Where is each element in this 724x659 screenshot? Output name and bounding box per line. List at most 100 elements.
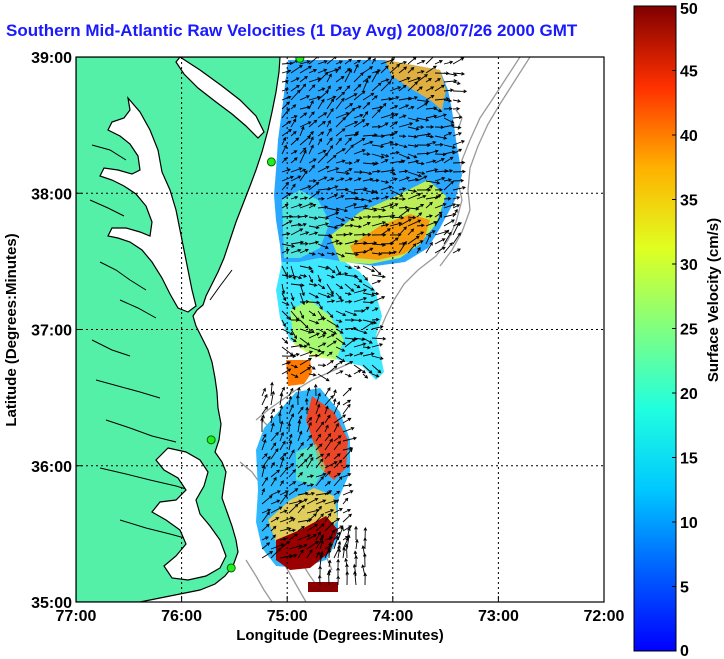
velocity-arrow: [299, 283, 305, 297]
velocity-arrow: [324, 509, 335, 514]
velocity-arrow: [371, 295, 386, 303]
velocity-arrow: [434, 97, 450, 101]
velocity-vectors: [260, 57, 468, 586]
velocity-arrow: [315, 551, 320, 559]
velocity-arrow: [380, 102, 387, 110]
velocity-arrow: [416, 171, 426, 175]
velocity-arrow: [443, 88, 454, 93]
velocity-arrow: [290, 64, 303, 74]
velocity-arrow: [317, 98, 325, 110]
velocity-arrow: [261, 536, 269, 541]
velocity-arrow: [452, 148, 463, 155]
velocity-arrow: [288, 395, 293, 406]
velocity-arrow: [299, 112, 308, 119]
velocity-arrow: [380, 122, 389, 128]
velocity-arrow: [288, 544, 303, 550]
velocity-arrow: [270, 517, 280, 523]
velocity-arrow: [371, 336, 387, 341]
velocity-arrow: [326, 167, 340, 173]
velocity-arrow: [407, 206, 420, 211]
velocity-arrow: [353, 288, 368, 294]
velocity-arrow: [398, 144, 408, 149]
velocity-arrow: [407, 215, 417, 220]
velocity-arrow: [281, 319, 286, 328]
velocity-arrow: [342, 490, 354, 496]
velocity-arrow: [333, 453, 341, 460]
velocity-arrow: [342, 497, 349, 505]
velocity-arrow: [319, 539, 324, 550]
velocity-arrow: [279, 527, 292, 532]
velocity-arrow: [335, 361, 344, 366]
velocity-arrow: [353, 149, 366, 155]
velocity-arrow: [299, 337, 311, 346]
velocity-arrow: [344, 252, 360, 257]
velocity-arrow: [332, 398, 337, 406]
velocity-arrow: [281, 310, 292, 321]
velocity-arrow: [389, 130, 399, 137]
velocity-arrow: [371, 279, 382, 285]
velocity-arrow: [279, 440, 286, 451]
velocity-arrow: [299, 366, 311, 375]
velocity-arrow: [281, 192, 292, 200]
velocity-arrow: [399, 197, 406, 201]
velocity-arrow: [344, 58, 353, 65]
velocity-arrow: [308, 158, 317, 164]
velocity-arrow: [353, 342, 367, 348]
velocity-arrow: [324, 470, 331, 478]
velocity-arrow: [416, 246, 421, 254]
velocity-arrow: [353, 63, 359, 74]
velocity-arrow: [452, 208, 458, 218]
velocity-arrow: [299, 83, 307, 92]
velocity-arrow: [281, 361, 292, 366]
y-tick-label: 36:00: [31, 459, 72, 476]
velocity-arrow: [425, 233, 432, 245]
velocity-arrow: [290, 318, 300, 322]
velocity-arrow: [315, 433, 322, 442]
velocity-arrow: [279, 493, 288, 505]
colorbar: [633, 5, 677, 652]
velocity-arrow: [327, 559, 332, 568]
velocity-arrow: [326, 98, 335, 110]
velocity-arrow: [389, 63, 401, 74]
velocity-arrow: [452, 72, 466, 76]
velocity-arrow: [297, 504, 305, 514]
velocity-arrow: [299, 65, 313, 74]
velocity-arrow: [389, 196, 400, 201]
velocity-arrow: [317, 292, 331, 299]
velocity-arrow: [326, 234, 334, 239]
x-tick-label: 75:00: [267, 608, 308, 625]
velocity-arrow: [308, 225, 320, 230]
velocity-arrow: [317, 60, 328, 65]
velocity-arrow: [308, 119, 318, 128]
velocity-arrow: [281, 144, 287, 155]
velocity-arrow: [416, 240, 424, 245]
velocity-arrow: [389, 96, 400, 101]
velocity-arrow: [306, 457, 314, 469]
velocity-arrow: [317, 328, 327, 335]
y-tick-label: 37:00: [31, 323, 72, 340]
velocity-arrow: [434, 202, 447, 209]
velocity-arrow: [342, 513, 353, 523]
velocity-arrow: [416, 161, 425, 166]
colorbar-tick-label: 50: [680, 1, 698, 18]
velocity-arrow: [353, 204, 369, 209]
velocity-arrow: [318, 565, 322, 577]
velocity-arrow: [362, 207, 378, 212]
velocity-arrow: [425, 195, 440, 200]
velocity-patch-far-south: [308, 582, 338, 592]
velocity-arrow: [452, 81, 461, 85]
velocity-arrow: [434, 211, 443, 218]
velocity-arrow: [326, 73, 332, 83]
velocity-arrow: [288, 387, 294, 397]
velocity-arrow: [317, 87, 326, 92]
velocity-arrow: [279, 431, 284, 442]
velocity-arrow: [317, 274, 322, 283]
velocity-arrow: [389, 221, 403, 227]
velocity-arrow: [337, 526, 344, 541]
velocity-arrow: [344, 310, 358, 317]
velocity-arrow: [344, 203, 358, 209]
velocity-arrow: [362, 152, 371, 156]
y-tick-label: 39:00: [31, 50, 72, 67]
velocity-arrow: [354, 525, 358, 540]
velocity-arrow: [261, 523, 270, 532]
